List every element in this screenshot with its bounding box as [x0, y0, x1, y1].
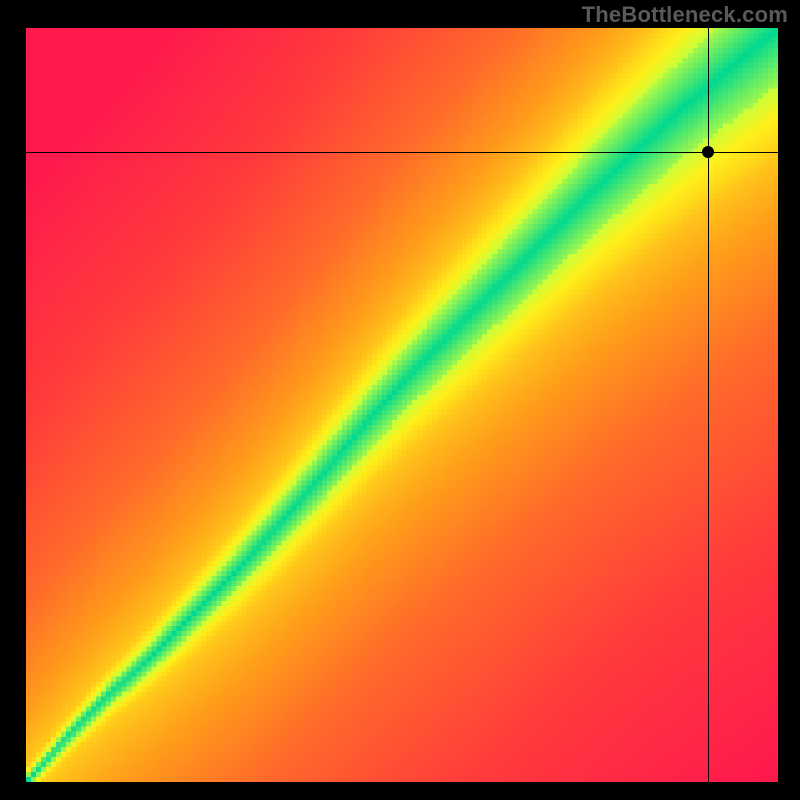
watermark-text: TheBottleneck.com [582, 2, 788, 28]
crosshair-vertical [708, 28, 709, 782]
bottleneck-heatmap [26, 28, 778, 782]
crosshair-horizontal [26, 152, 778, 153]
chart-container: TheBottleneck.com [0, 0, 800, 800]
